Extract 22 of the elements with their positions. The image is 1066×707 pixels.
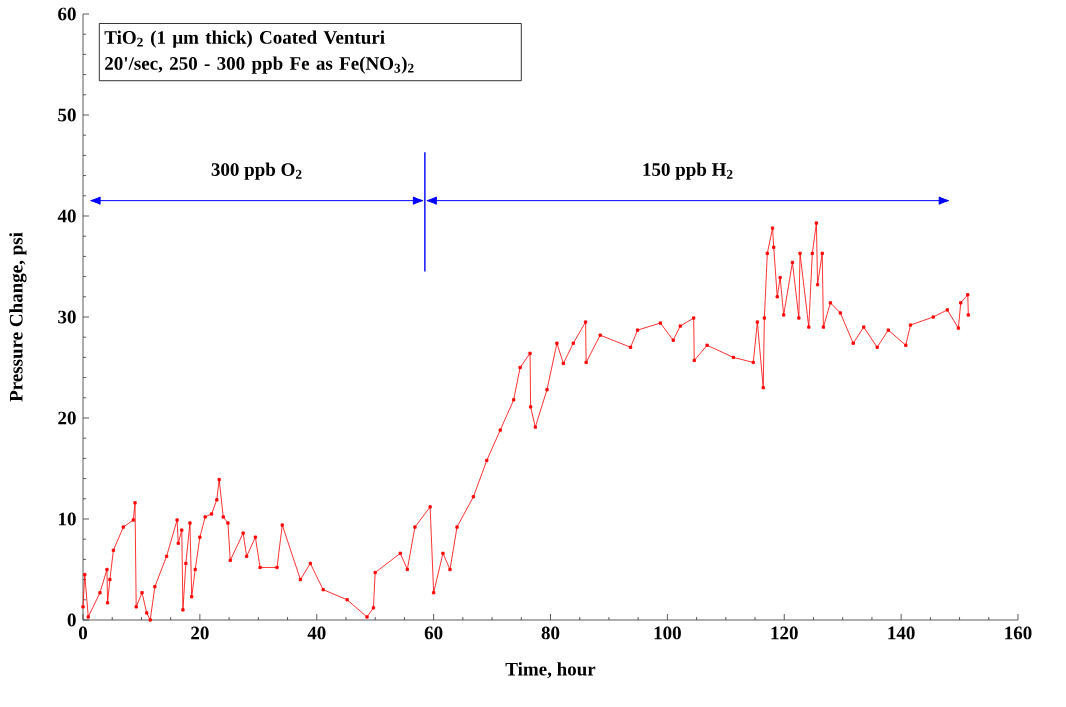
annotation: 300 ppb O$_{2}$ xyxy=(211,162,302,180)
x-tick-label: 0 xyxy=(78,626,88,640)
annotation: 20'/sec, 250 - 300 ppb Fe as Fe(NO$_{3}$)$_{2}$ xyxy=(105,56,414,74)
x-tick-label: 80 xyxy=(541,626,560,640)
y-tick-label: 10 xyxy=(59,512,76,526)
x-axis-title: Time, hour xyxy=(505,662,596,679)
x-tick-label: 160 xyxy=(1005,626,1032,640)
x-tick-label: 100 xyxy=(654,626,681,640)
annotation: 150 ppb H$_{2}$ xyxy=(643,162,733,180)
x-tick-label: 60 xyxy=(424,626,443,640)
x-tick-label: 120 xyxy=(771,626,798,640)
y-axis-title: Pressure Change, psi xyxy=(9,232,27,402)
y-tick-label: 40 xyxy=(57,209,76,223)
x-tick-label: 140 xyxy=(888,626,915,640)
y-tick-label: 0 xyxy=(67,613,76,627)
x-tick-label: 20 xyxy=(191,626,209,640)
annotation: TiO$_{2}$ (1 μm thick) Coated Venturi xyxy=(104,30,385,48)
x-tick-label: 40 xyxy=(307,626,326,640)
y-tick-label: 20 xyxy=(58,411,76,425)
y-tick-label: 30 xyxy=(58,310,76,324)
y-tick-label: 50 xyxy=(58,108,76,122)
y-tick-label: 60 xyxy=(58,7,76,21)
